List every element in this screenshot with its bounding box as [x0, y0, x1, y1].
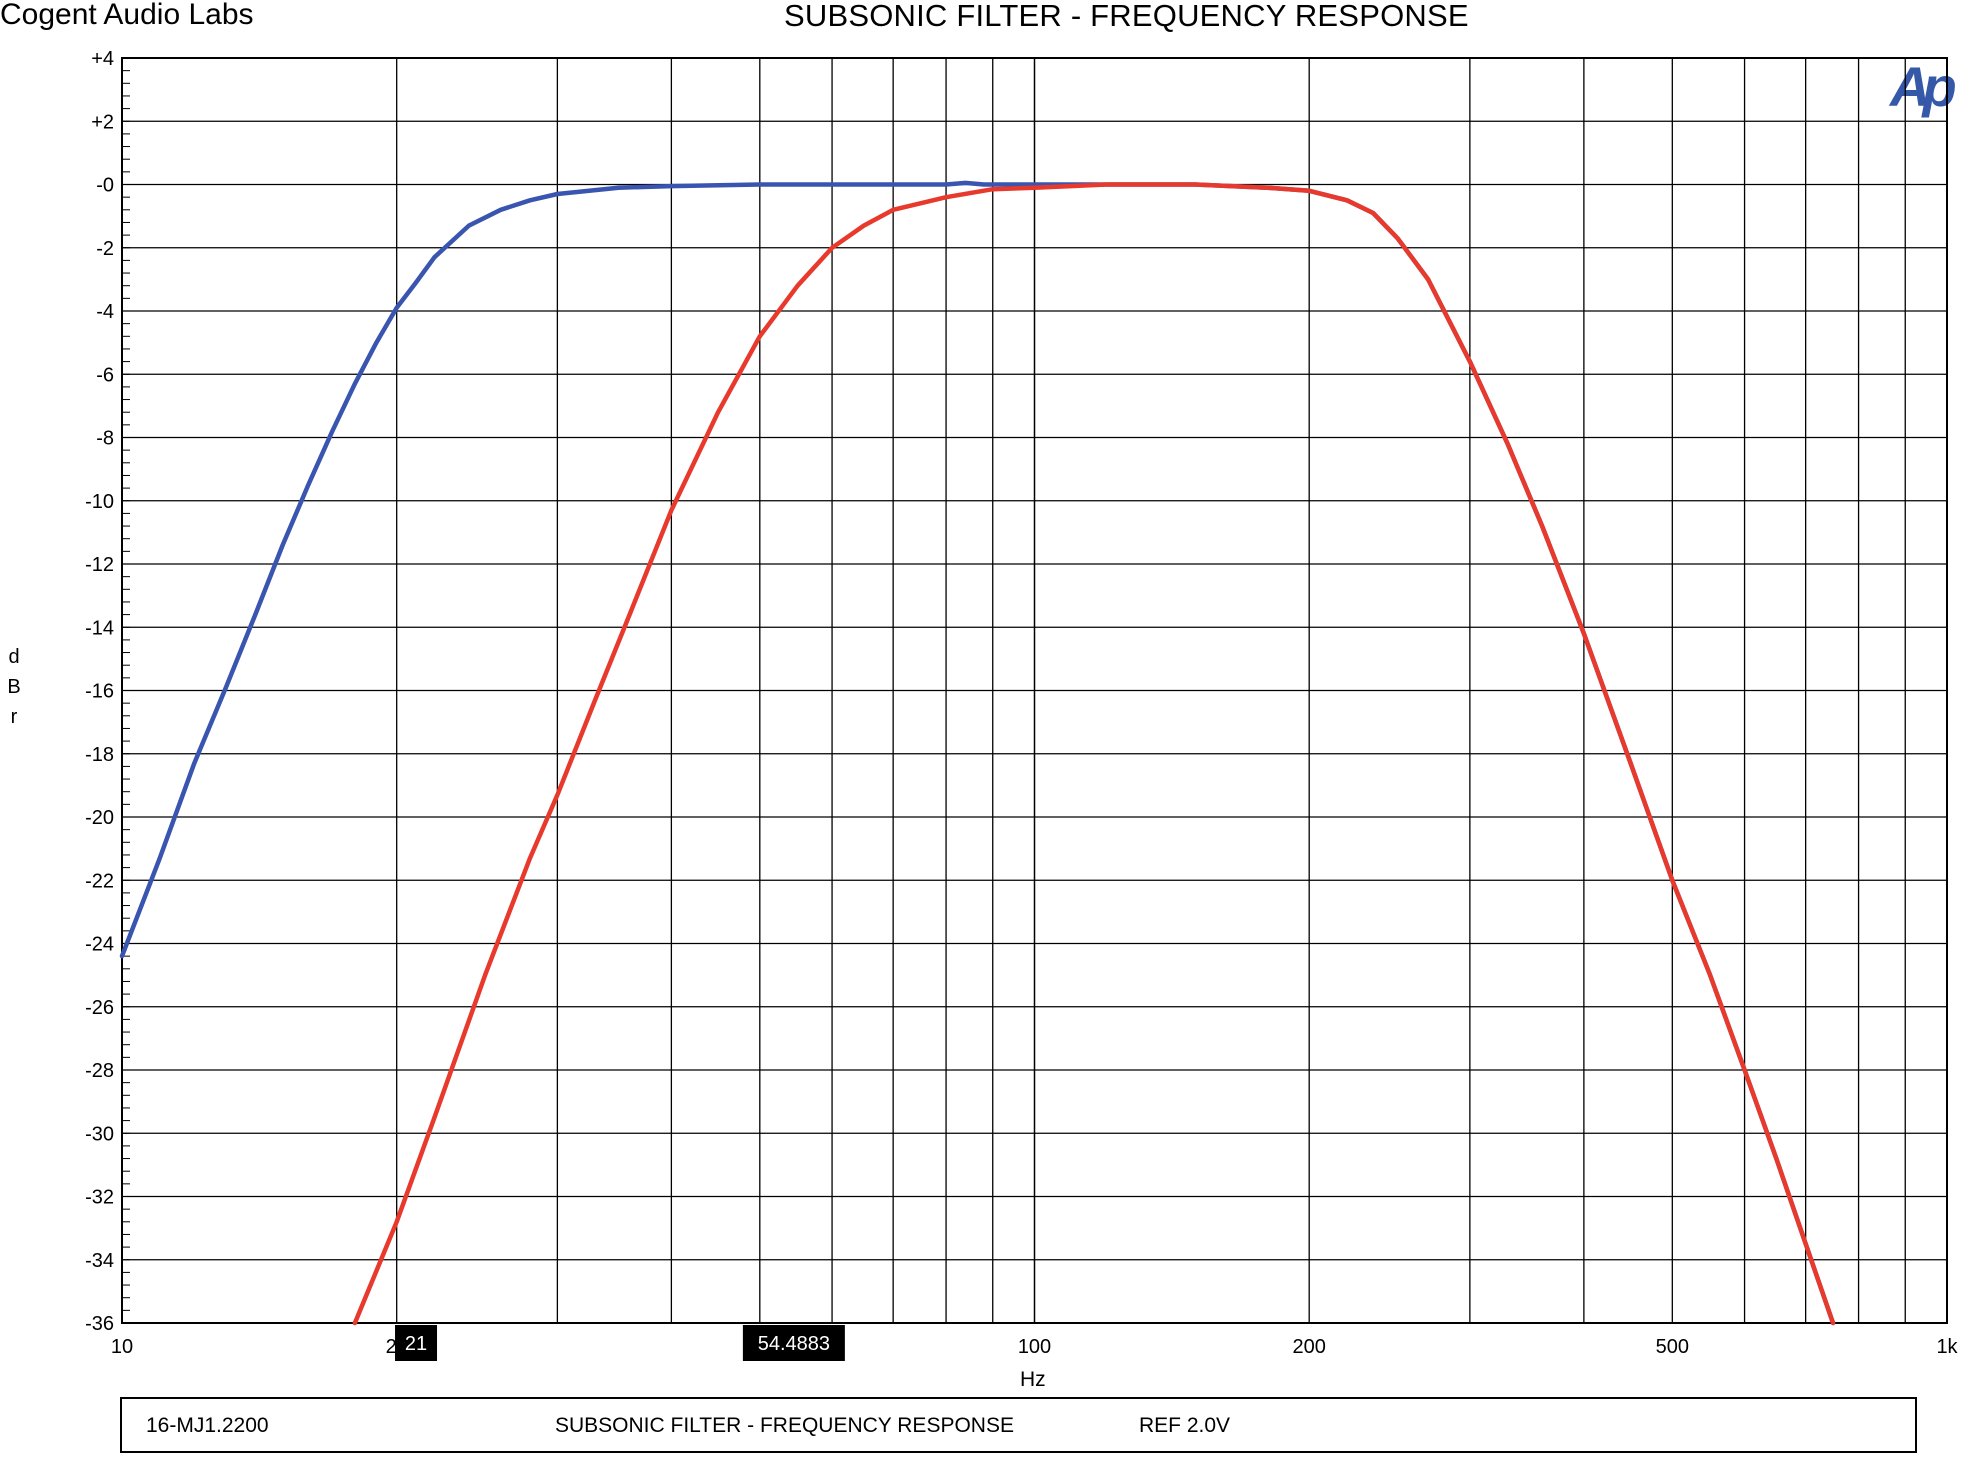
- y-tick-label: -2: [96, 238, 114, 260]
- y-tick-label: -22: [85, 870, 114, 892]
- y-tick-label: +2: [91, 111, 114, 133]
- y-tick-label: -0: [96, 175, 114, 197]
- y-tick-label: -6: [96, 364, 114, 386]
- y-tick-label: -34: [85, 1250, 114, 1272]
- x-tick-label: 200: [1293, 1336, 1326, 1358]
- tick-labels: +4 +2 -0 -2 -4 -6 -8 -10 -12 -14 -16 -18 -20 -22 -24 -2…: [85, 48, 1958, 1358]
- y-tick-label: +4: [91, 48, 114, 70]
- x-axis-label: Hz: [1020, 1368, 1046, 1391]
- y-tick-label: -32: [85, 1187, 114, 1209]
- x-tick-label: 10: [111, 1336, 133, 1358]
- y-tick-label: -18: [85, 744, 114, 766]
- y-tick-label: -36: [85, 1313, 114, 1335]
- y-tick-label: -20: [85, 807, 114, 829]
- y-tick-label: -8: [96, 428, 114, 450]
- cursor-label: 54.4883: [758, 1333, 830, 1355]
- ap-logo-icon: Ap: [1890, 55, 1957, 118]
- series-line-2: [352, 182, 1836, 1326]
- y-tick-label: -12: [85, 554, 114, 576]
- y-tick-label: -4: [96, 301, 114, 323]
- page-title: SUBSONIC FILTER - FREQUENCY RESPONSE: [784, 0, 1469, 33]
- curves: [119, 180, 1836, 1326]
- cursor-labels: 21 54.4883: [395, 1325, 845, 1361]
- y-tick-label: -24: [85, 934, 114, 956]
- brand-label: Cogent Audio Labs: [0, 0, 254, 31]
- cursor-box: [742, 1325, 845, 1361]
- y-tick-label: -14: [85, 617, 114, 639]
- y-tick-label: -30: [85, 1123, 114, 1145]
- grid: [121, 57, 1948, 1324]
- footer-id: 16-MJ1.2200: [146, 1414, 269, 1437]
- y-tick-label: -16: [85, 681, 114, 703]
- cursor-label: 21: [405, 1333, 427, 1355]
- y-tick-label: -26: [85, 997, 114, 1019]
- cursor-box: [395, 1325, 438, 1361]
- footer-title: SUBSONIC FILTER - FREQUENCY RESPONSE: [555, 1414, 1014, 1437]
- x-tick-label: 1k: [1936, 1336, 1958, 1358]
- y-tick-label: -28: [85, 1060, 114, 1082]
- x-tick-label: 500: [1656, 1336, 1689, 1358]
- series-line-1: [119, 180, 1836, 1326]
- y-axis-label: d B r: [7, 646, 21, 728]
- x-tick-label: 100: [1018, 1336, 1051, 1358]
- footer-info-box: 16-MJ1.2200 SUBSONIC FILTER - FREQUENCY …: [120, 1397, 1917, 1453]
- y-tick-label: -10: [85, 491, 114, 513]
- footer-ref: REF 2.0V: [1139, 1414, 1231, 1437]
